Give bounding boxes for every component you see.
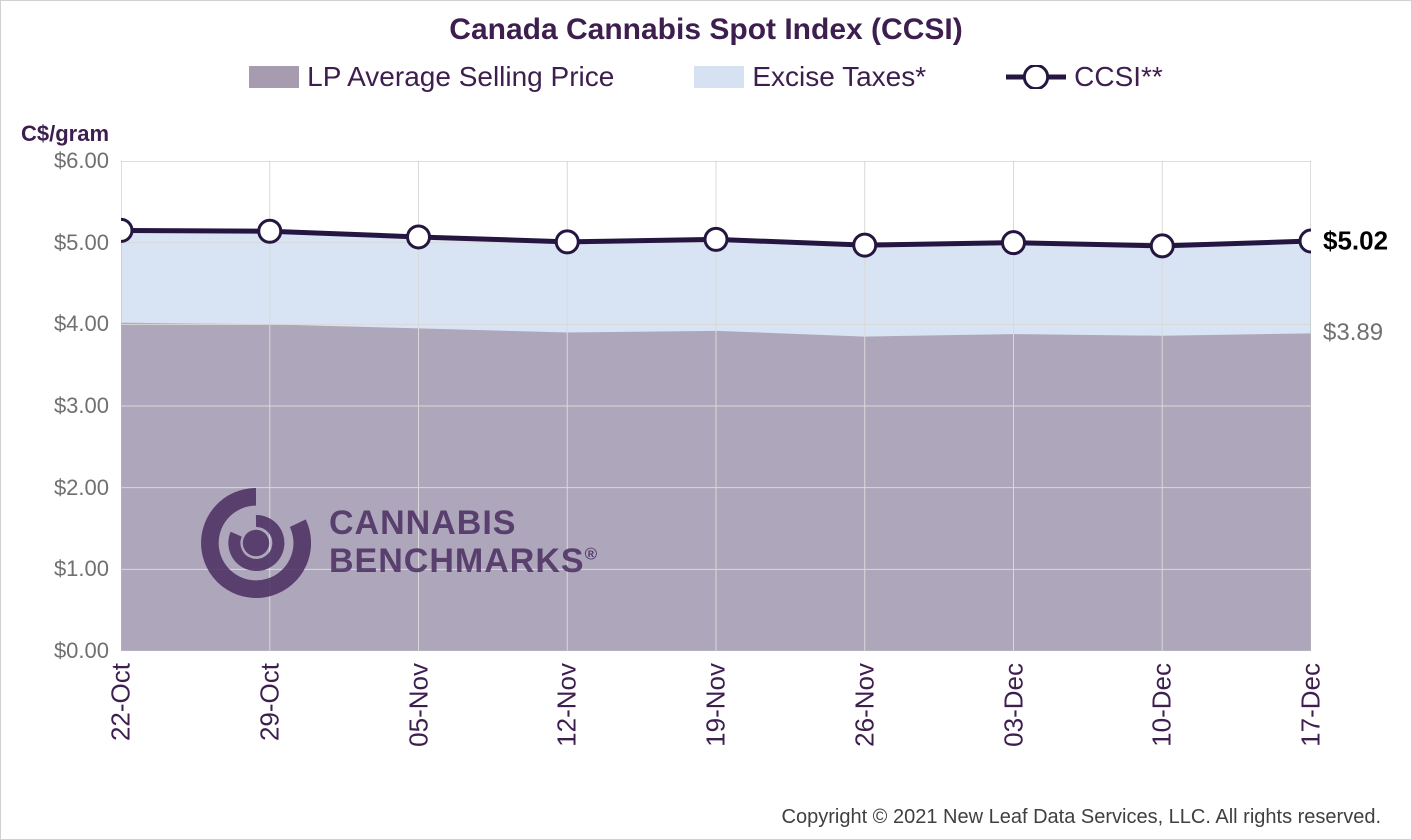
legend-item-ccsi: CCSI** [1006,61,1163,93]
x-tick: 26-Nov [849,663,880,747]
copyright-text: Copyright © 2021 New Leaf Data Services,… [782,806,1381,829]
legend-swatch-lp [249,66,299,88]
y-tick: $0.00 [54,638,109,664]
x-tick: 05-Nov [403,663,434,747]
y-axis-label: C$/gram [21,121,109,147]
chart-title: Canada Cannabis Spot Index (CCSI) [1,13,1411,47]
x-tick: 29-Oct [254,663,285,741]
x-tick: 19-Nov [701,663,732,747]
x-tick: 12-Nov [552,663,583,747]
y-tick: $4.00 [54,311,109,337]
y-tick: $6.00 [54,148,109,174]
legend-label-excise: Excise Taxes* [752,61,926,93]
y-tick: $5.00 [54,230,109,256]
end-label: $5.02 [1323,226,1388,257]
watermark-line2: BENCHMARKS® [329,543,598,580]
y-tick: $1.00 [54,556,109,582]
x-tick: 17-Dec [1296,663,1327,747]
legend-item-excise: Excise Taxes* [694,61,926,93]
chart-container: Canada Cannabis Spot Index (CCSI) LP Ave… [0,0,1412,840]
legend-label-lp: LP Average Selling Price [307,61,614,93]
legend-swatch-ccsi [1006,65,1066,89]
legend-swatch-excise [694,66,744,88]
benchmarks-icon [201,488,311,598]
legend-item-lp: LP Average Selling Price [249,61,614,93]
y-tick: $2.00 [54,475,109,501]
chart-legend: LP Average Selling Price Excise Taxes* C… [1,61,1411,93]
watermark-text: CANNABIS BENCHMARKS® [329,505,598,580]
x-tick: 03-Dec [998,663,1029,747]
watermark-line1: CANNABIS [329,505,598,542]
x-tick: 22-Oct [106,663,137,741]
end-label: $3.89 [1323,319,1383,347]
watermark-logo: CANNABIS BENCHMARKS® [201,488,598,598]
legend-label-ccsi: CCSI** [1074,61,1163,93]
y-tick: $3.00 [54,393,109,419]
x-tick: 10-Dec [1147,663,1178,747]
